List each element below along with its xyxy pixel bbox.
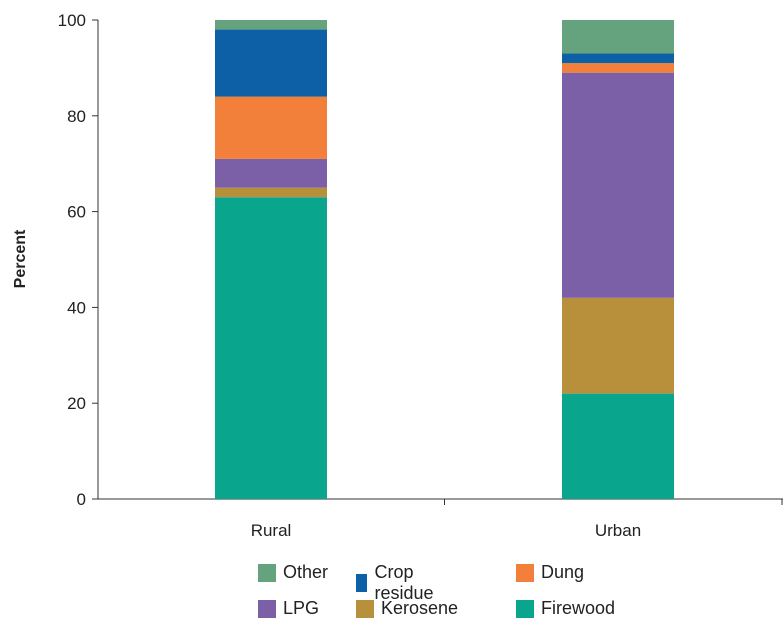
- y-tick-label: 40: [67, 298, 86, 317]
- legend: Other Crop residue Dung LPG Kerosene Firewoo…: [258, 562, 638, 624]
- bar-segment-rural-kerosene: [215, 187, 327, 198]
- bar-segment-urban-firewood: [562, 393, 674, 499]
- x-category-label: Urban: [595, 521, 641, 540]
- legend-item-other: Other: [258, 562, 328, 583]
- legend-swatch: [258, 599, 276, 618]
- bar-segment-urban-other: [562, 20, 674, 54]
- legend-item-firewood: Firewood: [516, 598, 615, 619]
- legend-label: Dung: [541, 562, 585, 582]
- legend-label: Kerosene: [381, 598, 459, 618]
- y-axis-label: Percent: [12, 229, 29, 288]
- bar-segment-rural-dung: [215, 96, 327, 159]
- legend-label: Firewood: [541, 598, 616, 618]
- legend-swatch: [356, 574, 368, 592]
- bar-segment-rural-other: [215, 20, 327, 30]
- y-tick-label: 20: [67, 394, 86, 413]
- x-category-label: Rural: [251, 521, 292, 540]
- axes: [97, 20, 783, 500]
- y-tick-label: 80: [67, 107, 86, 126]
- bar-segment-urban-kerosene: [562, 297, 674, 394]
- legend-label: LPG: [283, 598, 320, 618]
- legend-label: Crop residue: [374, 562, 434, 603]
- legend-item-dung: Dung: [516, 562, 584, 583]
- y-tick-label: 60: [67, 203, 86, 222]
- bar-segment-urban-dung: [562, 63, 674, 73]
- legend-swatch: [516, 563, 534, 582]
- y-tick-label: 0: [77, 490, 86, 509]
- bar-segment-urban-crop-residue: [562, 53, 674, 64]
- bars: [215, 20, 674, 500]
- bar-segment-rural-firewood: [215, 197, 327, 500]
- bar-segment-rural-lpg: [215, 158, 327, 188]
- y-ticks: 0 20 40 60 80 100: [58, 11, 783, 509]
- y-tick-label: 100: [58, 11, 86, 30]
- legend-label: Other: [283, 562, 329, 582]
- legend-item-kerosene: Kerosene: [356, 598, 458, 619]
- legend-swatch: [356, 599, 374, 618]
- x-category-labels: Rural Urban: [251, 521, 641, 540]
- bar-segment-urban-lpg: [562, 72, 674, 298]
- legend-swatch: [516, 599, 534, 618]
- legend-item-lpg: LPG: [258, 598, 319, 619]
- bar-segment-rural-crop-residue: [215, 29, 327, 97]
- legend-swatch: [258, 563, 276, 582]
- legend-item-crop-residue: Crop residue: [356, 562, 440, 604]
